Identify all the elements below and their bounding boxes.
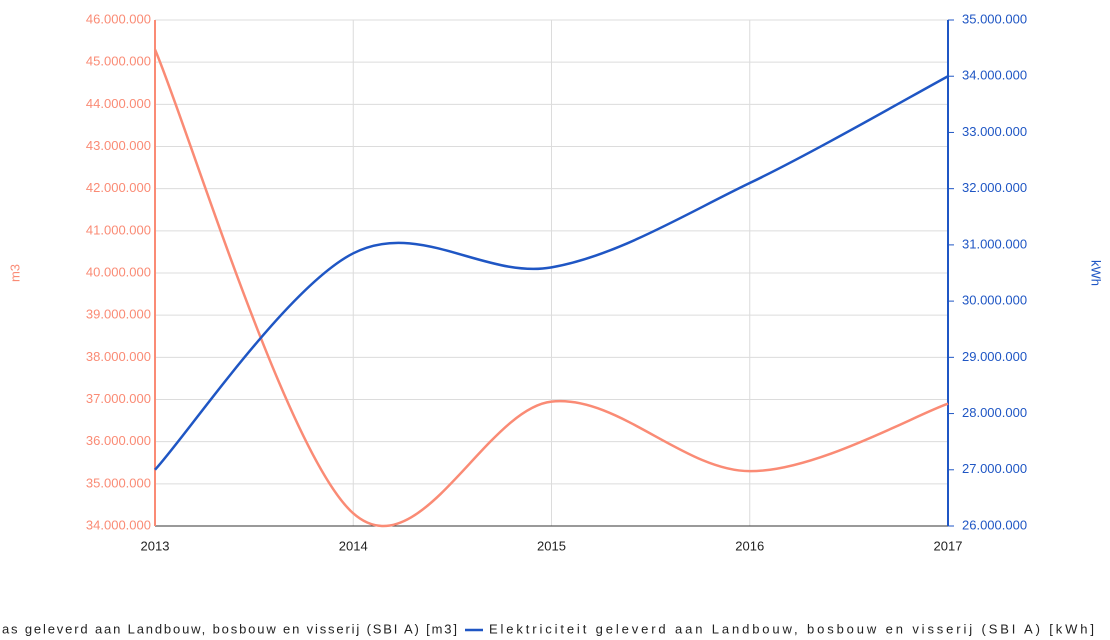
y-tick-label: 34.000.000 [86, 517, 151, 532]
y2-tick-label: 32.000.000 [962, 180, 1027, 195]
y-tick-label: 35.000.000 [86, 475, 151, 490]
line-series [153, 49, 949, 528]
x-tick-label: 2014 [339, 538, 368, 553]
x-tick-label: 2015 [537, 538, 566, 553]
x-tick-label: 2013 [141, 538, 170, 553]
line-series [154, 75, 949, 471]
x-tick-label: 2017 [934, 538, 963, 553]
y2-tick-label: 30.000.000 [962, 293, 1027, 308]
y-axis-label: m3 [7, 264, 22, 282]
y-tick-label: 41.000.000 [86, 222, 151, 237]
y-tick-label: 40.000.000 [86, 264, 151, 279]
y2-tick-label: 28.000.000 [962, 405, 1027, 420]
x-tick-label: 2016 [735, 538, 764, 553]
y-tick-label: 42.000.000 [86, 180, 151, 195]
y-tick-label: 44.000.000 [86, 96, 151, 111]
y-tick-label: 36.000.000 [86, 433, 151, 448]
y2-tick-label: 26.000.000 [962, 517, 1027, 532]
y-tick-label: 37.000.000 [86, 391, 151, 406]
y2-tick-label: 29.000.000 [962, 349, 1027, 364]
y-tick-label: 43.000.000 [86, 138, 151, 153]
y2-tick-label: 31.000.000 [962, 236, 1027, 251]
y-tick-label: 38.000.000 [86, 349, 151, 364]
y2-tick-label: 34.000.000 [962, 68, 1027, 83]
y2-tick-label: 27.000.000 [962, 461, 1027, 476]
y-tick-label: 46.000.000 [86, 11, 151, 26]
y-tick-label: 39.000.000 [86, 307, 151, 322]
y-tick-label: 45.000.000 [86, 54, 151, 69]
y2-tick-label: 33.000.000 [962, 124, 1027, 139]
legend-label: Gas geleverd aan Landbouw, bosbouw en vi… [0, 621, 457, 636]
legend-label: Elektriciteit geleverd aan Landbouw, bos… [489, 621, 1094, 636]
y2-tick-label: 35.000.000 [962, 11, 1027, 26]
y2-axis-label: kWh [1089, 260, 1104, 286]
